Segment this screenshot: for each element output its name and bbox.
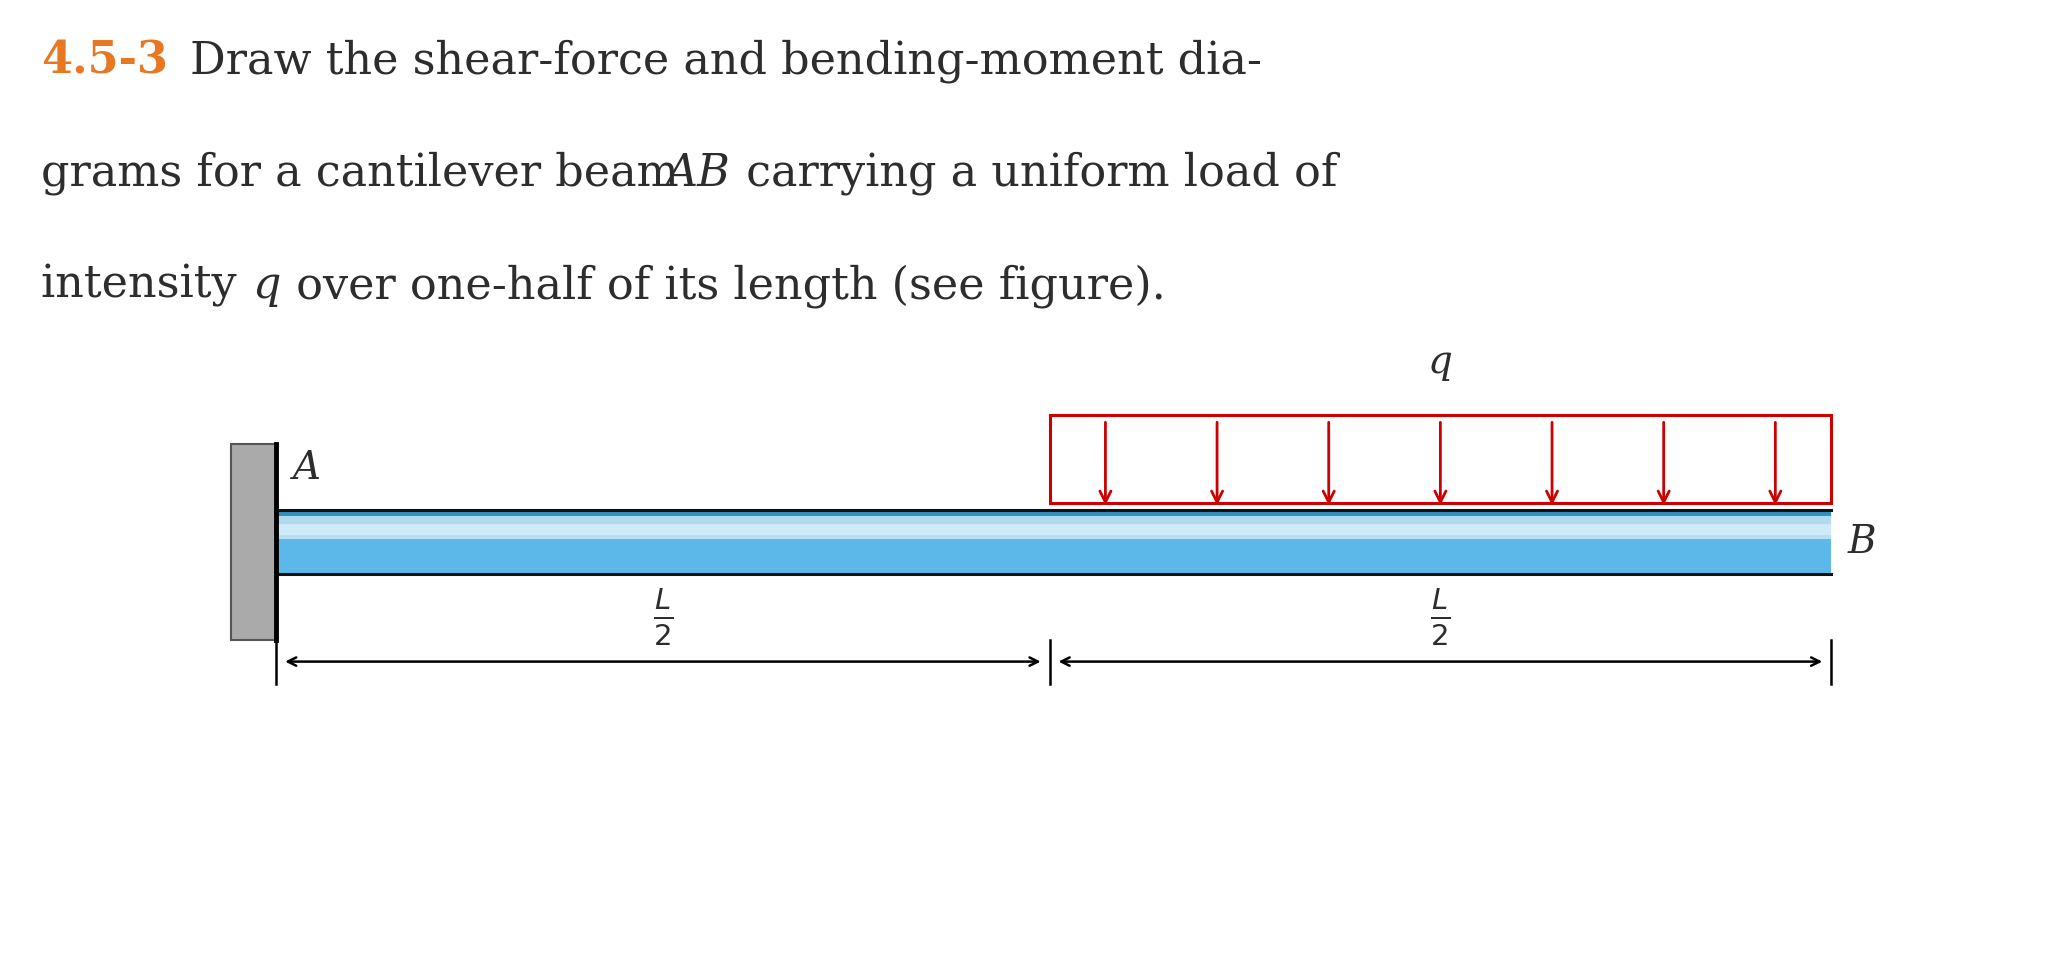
Bar bbox=[1050, 415, 1831, 503]
Bar bbox=[276, 510, 1831, 574]
Text: $\mathit{\frac{L}{2}}$: $\mathit{\frac{L}{2}}$ bbox=[1430, 586, 1451, 647]
Text: carrying a uniform load of: carrying a uniform load of bbox=[732, 151, 1338, 195]
Text: $\mathit{\frac{L}{2}}$: $\mathit{\frac{L}{2}}$ bbox=[653, 586, 673, 647]
Bar bbox=[276, 525, 1831, 535]
Bar bbox=[276, 527, 1831, 574]
Text: A: A bbox=[293, 449, 321, 486]
Text: q: q bbox=[1428, 344, 1453, 381]
Bar bbox=[231, 445, 276, 640]
Text: over one-half of its length (see figure).: over one-half of its length (see figure)… bbox=[282, 264, 1166, 308]
Bar bbox=[276, 517, 1831, 539]
Text: 4.5-3: 4.5-3 bbox=[41, 39, 168, 82]
Text: intensity: intensity bbox=[41, 264, 252, 307]
Text: Draw the shear-force and bending-moment dia-: Draw the shear-force and bending-moment … bbox=[190, 39, 1262, 83]
Text: AB: AB bbox=[665, 151, 730, 194]
Text: q: q bbox=[252, 264, 280, 307]
Text: B: B bbox=[1848, 524, 1876, 561]
Text: grams for a cantilever beam: grams for a cantilever beam bbox=[41, 151, 694, 195]
